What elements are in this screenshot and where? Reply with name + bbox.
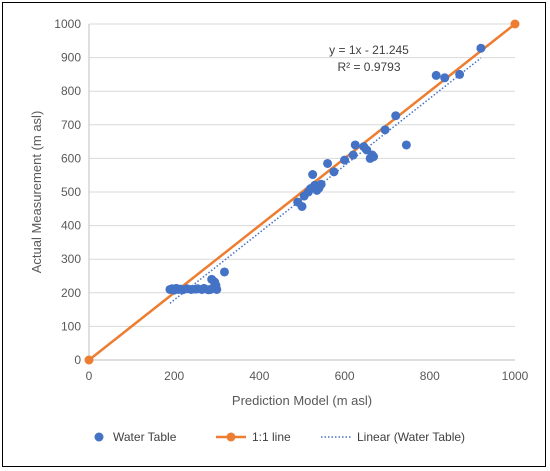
data-point: [431, 70, 441, 80]
series-layer: [84, 19, 520, 365]
data-point: [297, 201, 307, 211]
legend-label-1-1-line: 1:1 line: [252, 430, 291, 444]
y-tick-label: 200: [61, 286, 81, 300]
data-point: [219, 267, 229, 277]
legend-item-1-1-line: 1:1 line: [216, 430, 291, 444]
x-tick-label: 0: [86, 369, 93, 383]
data-point: [350, 140, 360, 150]
gridlines: [89, 23, 515, 327]
y-axis-title: Actual Measurement (m asl): [29, 111, 44, 274]
legend-item-water-table: Water Table: [94, 430, 177, 444]
x-axis-title: Prediction Model (m asl): [232, 393, 372, 408]
data-point: [308, 170, 318, 180]
y-tick-label: 100: [61, 319, 81, 333]
y-tick-label: 300: [61, 252, 81, 266]
legend-marker-1-1: [226, 432, 236, 442]
x-tick-label: 200: [164, 369, 184, 383]
data-point: [348, 150, 358, 160]
data-point: [323, 158, 333, 168]
x-tick-label: 1000: [502, 369, 529, 383]
y-tick-label: 900: [61, 51, 81, 65]
data-point: [391, 111, 401, 121]
y-tick-label: 800: [61, 84, 81, 98]
data-point: [212, 284, 222, 294]
y-tick-label: 1000: [54, 17, 81, 31]
y-tick-label: 0: [74, 353, 81, 367]
linear-trendline: [169, 57, 482, 304]
x-tick-label: 400: [249, 369, 269, 383]
data-point: [329, 167, 339, 177]
legend-marker-water-table: [94, 432, 104, 442]
x-tick-labels: 0 200 400 600 800 1000: [86, 369, 529, 383]
axes: [88, 24, 515, 361]
data-point: [401, 140, 411, 150]
y-tick-labels: 0 100 200 300 400 500 600 700 800 900 1000: [54, 17, 81, 367]
legend-item-linear-trend: Linear (Water Table): [321, 430, 465, 444]
legend-label-water-table: Water Table: [113, 430, 177, 444]
y-tick-label: 700: [61, 118, 81, 132]
data-point: [369, 152, 379, 162]
legend: Water Table 1:1 line Linear (Water Table…: [94, 430, 465, 444]
y-tick-label: 400: [61, 219, 81, 233]
x-tick-label: 800: [420, 369, 440, 383]
scatter-chart: 0 100 200 300 400 500 600 700 800 900 1000 0 200 400…: [29, 17, 529, 444]
x-tick-label: 600: [335, 369, 355, 383]
trendline-r-squared: R² = 0.9793: [337, 60, 400, 74]
data-point: [440, 73, 450, 83]
data-point: [476, 43, 486, 53]
trendline-equation: y = 1x - 21.245: [329, 43, 409, 57]
legend-label-linear: Linear (Water Table): [357, 430, 465, 444]
y-tick-label: 600: [61, 151, 81, 165]
y-tick-label: 500: [61, 185, 81, 199]
data-point: [340, 155, 350, 165]
chart-frame: 0 100 200 300 400 500 600 700 800 900 1000 0 200 400…: [2, 2, 546, 467]
one-to-one-marker: [510, 19, 520, 29]
one-to-one-marker: [84, 355, 94, 365]
